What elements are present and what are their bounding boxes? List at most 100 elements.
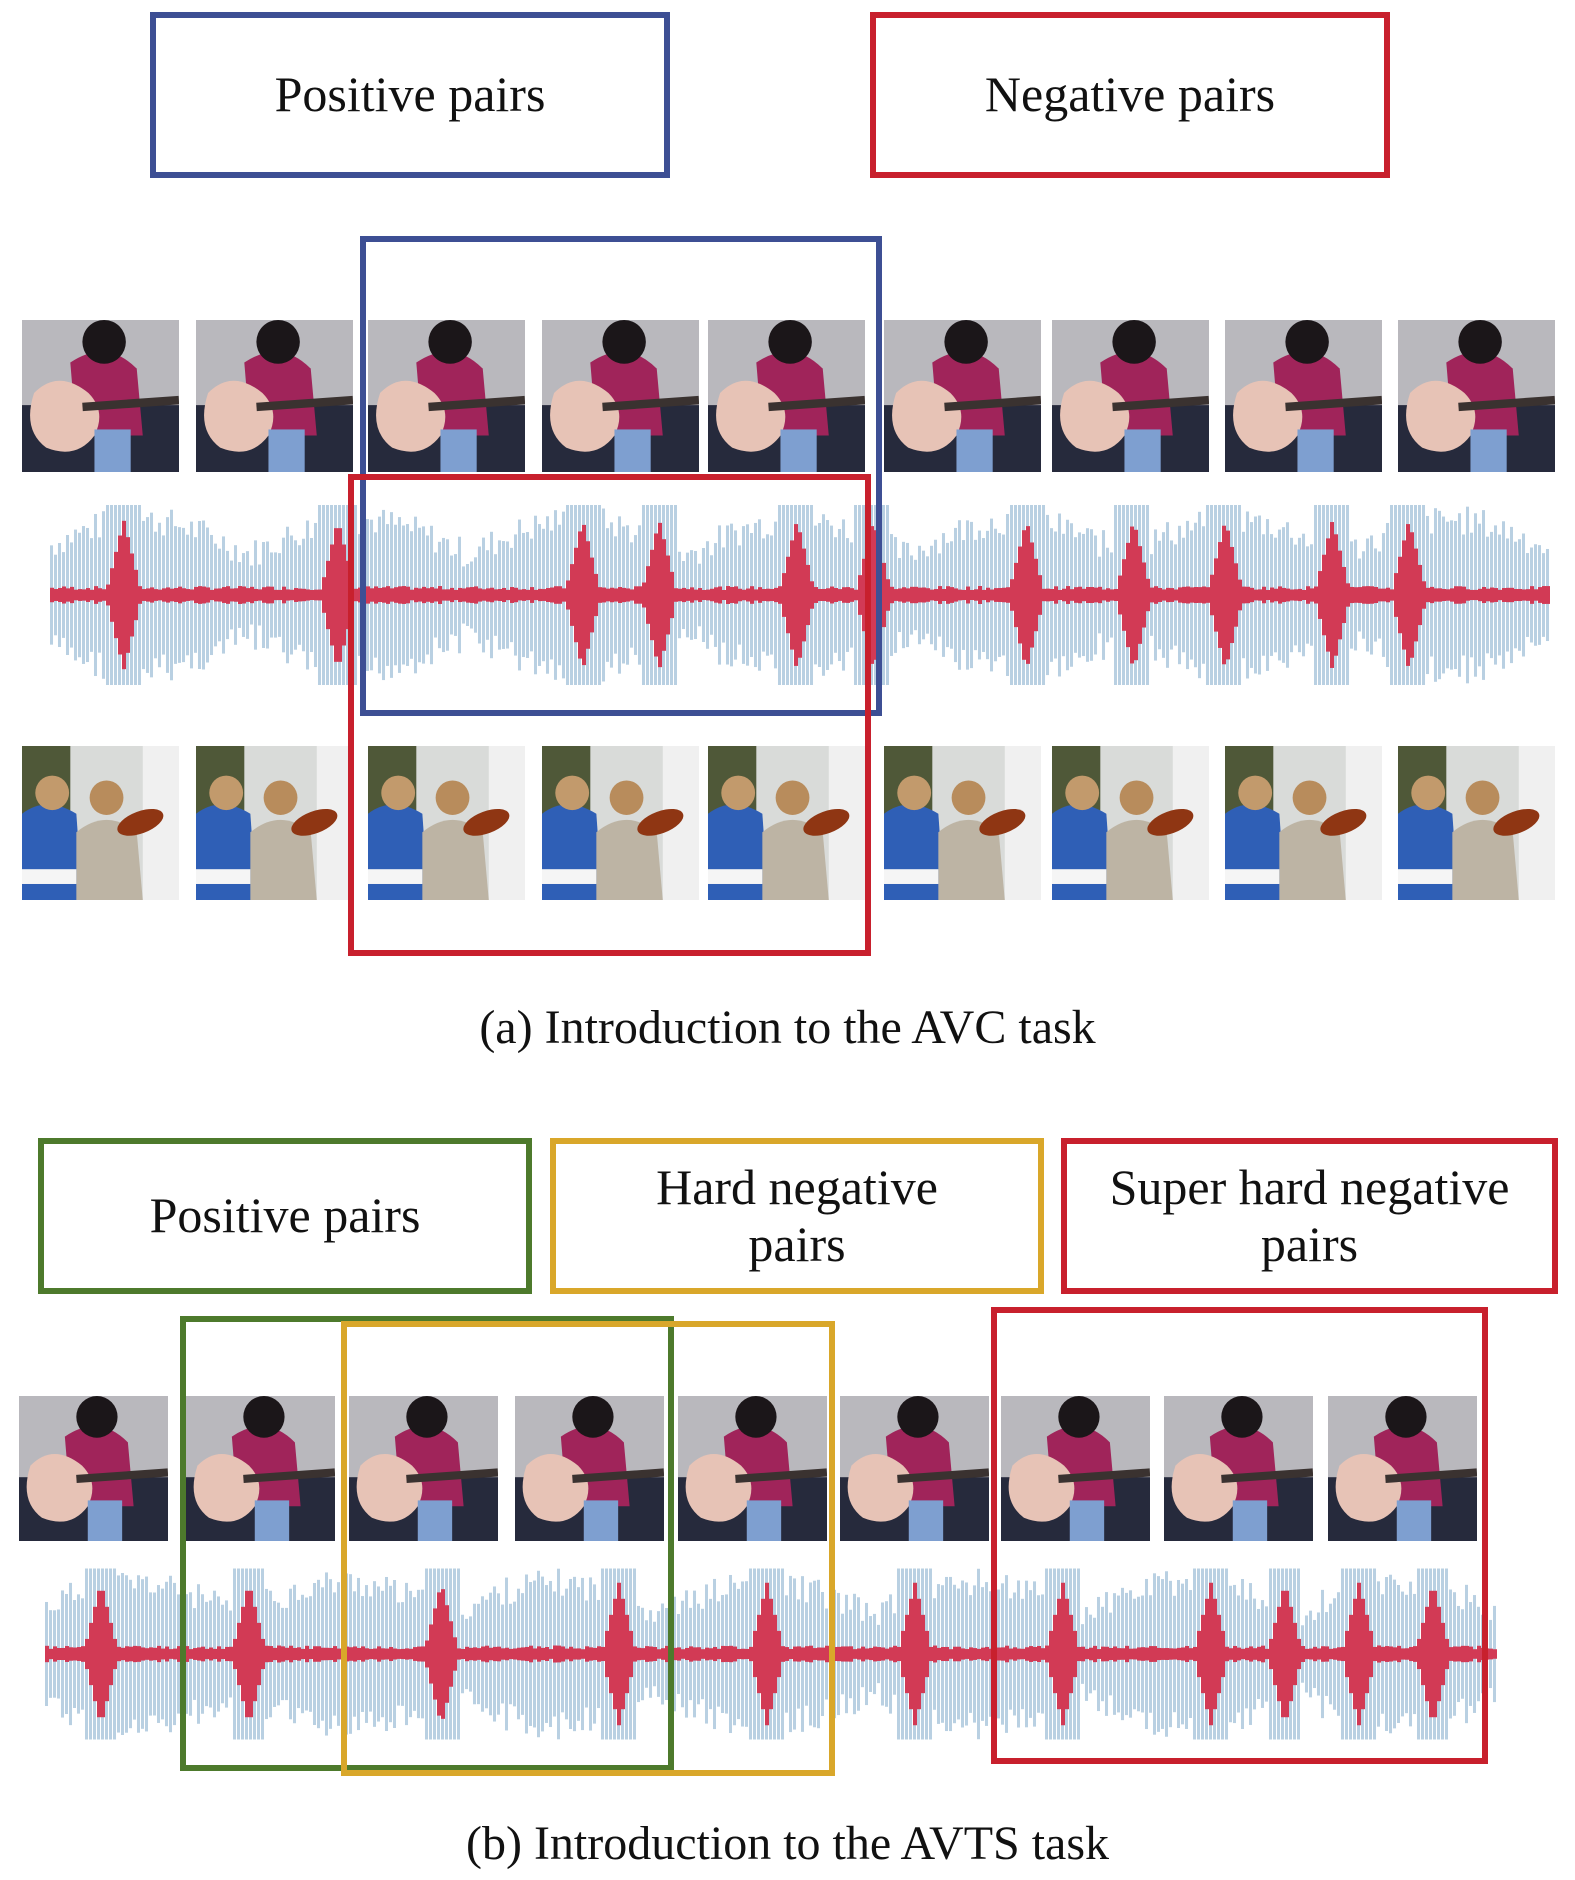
- waveform-red-bar: [258, 589, 262, 601]
- waveform-red-bar: [1373, 1646, 1377, 1662]
- waveform-red-bar: [130, 553, 134, 637]
- waveform-red-bar: [709, 1648, 713, 1660]
- waveform-red-bar: [361, 1646, 365, 1662]
- waveform-red-bar: [234, 588, 238, 602]
- waveform-red-bar: [1493, 1649, 1497, 1659]
- waveform-red-bar: [950, 587, 954, 603]
- hard-negative-pair-box-b: [341, 1321, 835, 1776]
- waveform-red-bar: [577, 1648, 581, 1660]
- waveform-red-bar: [186, 589, 190, 601]
- waveform-red-bar: [1405, 1648, 1409, 1660]
- hard-negative-pairs-legend-b: Hard negative pairs: [550, 1138, 1044, 1294]
- waveform-red-bar: [1166, 587, 1170, 603]
- waveform-red-bar: [369, 1648, 373, 1660]
- audio-waveform-a: [50, 505, 1550, 685]
- waveform-red-bar: [1149, 1646, 1153, 1662]
- waveform-red-bar: [994, 588, 998, 602]
- waveform-red-bar: [1153, 1646, 1157, 1662]
- waveform-red-bar: [1269, 1638, 1273, 1670]
- waveform-red-bar: [1133, 1648, 1137, 1660]
- waveform-red-bar: [150, 587, 154, 603]
- waveform-red-bar: [1434, 588, 1438, 602]
- waveform-red-bar: [853, 1649, 857, 1659]
- waveform-red-bar: [970, 589, 974, 601]
- waveform-red-bar: [153, 1647, 157, 1661]
- waveform-red-bar: [1137, 1647, 1141, 1661]
- waveform-red-bar: [594, 573, 598, 617]
- guitar-frame-2: [186, 1396, 335, 1541]
- waveform-red-bar: [146, 588, 150, 602]
- waveform-red-bar: [1158, 587, 1162, 603]
- waveform-red-bar: [905, 1614, 909, 1694]
- waveform-red-bar: [630, 589, 634, 601]
- waveform-red-bar: [597, 1646, 601, 1662]
- waveform-red-bar: [922, 587, 926, 603]
- waveform-red-bar: [474, 586, 478, 604]
- waveform-red-bar: [897, 1646, 901, 1662]
- waveform-red-bar: [414, 587, 418, 603]
- waveform-red-bar: [142, 589, 146, 601]
- waveform-red-bar: [1453, 1646, 1457, 1662]
- waveform-red-bar: [397, 1649, 401, 1659]
- waveform-red-bar: [1194, 586, 1198, 604]
- waveform-red-bar: [802, 548, 806, 642]
- waveform-red-bar: [757, 1614, 761, 1694]
- waveform-red-bar: [626, 588, 630, 602]
- waveform-red-bar: [629, 1630, 633, 1678]
- waveform-red-bar: [126, 537, 130, 653]
- waveform-red-bar: [585, 1646, 589, 1662]
- waveform-red-bar: [1454, 586, 1458, 604]
- violin-frame-8: [1225, 746, 1382, 900]
- waveform-red-bar: [974, 589, 978, 601]
- waveform-red-bar: [1413, 1646, 1417, 1662]
- waveform-red-bar: [385, 1648, 389, 1660]
- waveform-red-bar: [1278, 586, 1282, 604]
- waveform-red-bar: [977, 1648, 981, 1660]
- waveform-red-bar: [1378, 588, 1382, 602]
- waveform-red-bar: [586, 541, 590, 649]
- waveform-red-bar: [726, 586, 730, 604]
- waveform-red-bar: [309, 1648, 313, 1660]
- guitar-frame-3: [349, 1396, 498, 1541]
- waveform-red-bar: [765, 1582, 769, 1726]
- waveform-red-bar: [398, 586, 402, 604]
- waveform-red-bar: [1358, 587, 1362, 603]
- audio-waveform-b: [45, 1568, 1497, 1740]
- waveform-red-bar: [1337, 1647, 1341, 1661]
- waveform-red-bar: [402, 586, 406, 604]
- waveform-red-bar: [985, 1646, 989, 1662]
- waveform-red-bar: [329, 1647, 333, 1661]
- waveform-red-bar: [806, 564, 810, 626]
- waveform-red-bar: [1317, 1648, 1321, 1660]
- waveform-red-bar: [57, 1648, 61, 1660]
- waveform-red-bar: [205, 1648, 209, 1660]
- guitar-frame-7: [1052, 320, 1209, 472]
- waveform-red-bar: [1445, 1638, 1449, 1670]
- waveform-red-bar: [786, 556, 790, 634]
- waveform-red-bar: [1290, 589, 1294, 601]
- waveform-red-bar: [65, 1646, 69, 1662]
- waveform-red-bar: [117, 1646, 121, 1662]
- waveform-red-bar: [710, 588, 714, 602]
- waveform-red-bar: [265, 1645, 269, 1663]
- waveform-red-bar: [870, 526, 874, 664]
- waveform-red-bar: [1069, 1614, 1073, 1694]
- waveform-red-bar: [1277, 1606, 1281, 1702]
- waveform-red-bar: [546, 588, 550, 602]
- waveform-red-bar: [1329, 1648, 1333, 1660]
- waveform-red-bar: [446, 589, 450, 601]
- waveform-red-bar: [253, 1606, 257, 1702]
- waveform-red-bar: [529, 1645, 533, 1663]
- waveform-red-bar: [837, 1646, 841, 1662]
- waveform-red-bar: [1398, 556, 1402, 634]
- waveform-red-bar: [1073, 1630, 1077, 1678]
- waveform-red-bar: [1305, 1648, 1309, 1660]
- waveform-red-bar: [1169, 1648, 1173, 1660]
- waveform-red-bar: [1245, 1647, 1249, 1661]
- waveform-red-bar: [526, 589, 530, 601]
- waveform-red-bar: [93, 1606, 97, 1702]
- waveform-red-bar: [302, 588, 306, 602]
- waveform-red-bar: [429, 1624, 433, 1684]
- waveform-red-bar: [1433, 1590, 1437, 1718]
- waveform-red-bar: [614, 588, 618, 602]
